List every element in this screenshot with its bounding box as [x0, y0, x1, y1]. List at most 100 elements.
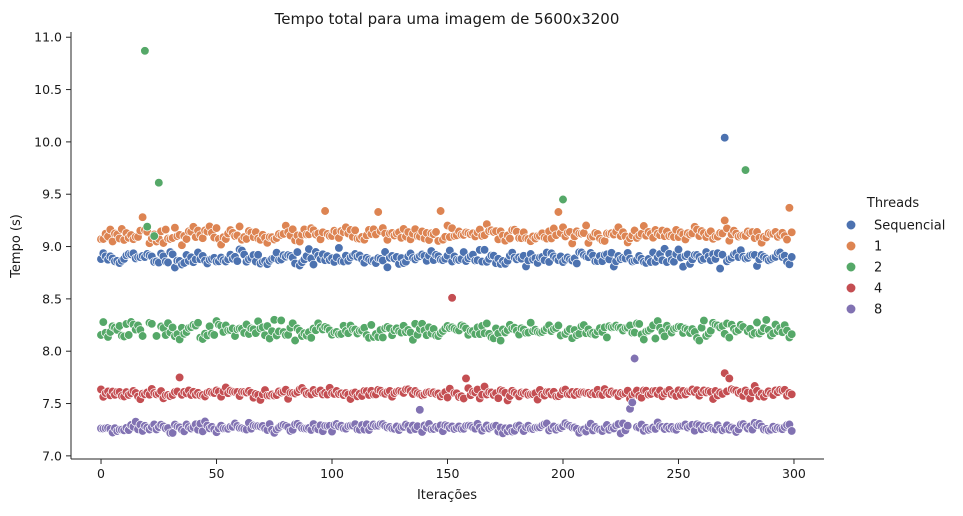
legend-label: Sequencial	[874, 219, 945, 234]
y-tick-label: 8.5	[42, 291, 62, 306]
data-point	[161, 224, 171, 235]
data-point	[292, 247, 303, 257]
data-point	[366, 320, 376, 330]
y-tick-label: 10.0	[34, 134, 62, 149]
data-point	[435, 206, 446, 216]
data-point	[276, 315, 286, 326]
data-point	[717, 250, 728, 260]
data-point	[761, 315, 771, 325]
x-axis-title: Iterações	[417, 488, 477, 503]
x-tick-label: 50	[209, 466, 225, 481]
legend-items: Sequencial 1 2 4 8	[845, 219, 945, 318]
data-point	[149, 231, 159, 241]
data-point	[673, 244, 684, 255]
data-point	[142, 222, 152, 232]
axes: 0 50 100 150 200 250 300 7.0 7.5 8.0 8.5 9.0 9.5 10.…	[34, 30, 824, 481]
data-point	[334, 243, 344, 253]
data-point	[459, 247, 469, 257]
data-point	[787, 389, 797, 399]
data-point	[350, 225, 360, 235]
y-tick-label: 7.5	[42, 396, 62, 411]
data-point	[553, 207, 564, 217]
data-point	[308, 259, 319, 270]
data-point	[558, 194, 568, 205]
data-point	[724, 332, 734, 343]
data-point	[627, 397, 637, 408]
data-point	[378, 332, 388, 343]
data-point	[782, 234, 792, 245]
series-4-points	[96, 293, 797, 406]
data-point	[650, 333, 661, 344]
data-point	[447, 293, 457, 303]
legend-label: 8	[874, 303, 882, 318]
data-point	[174, 372, 185, 383]
data-point	[787, 426, 797, 436]
x-tick-label: 100	[320, 466, 344, 481]
data-point	[694, 335, 704, 346]
x-tick-label: 300	[782, 466, 806, 481]
data-point	[784, 203, 795, 213]
data-point	[140, 46, 150, 56]
legend: Threads Sequencial 1 2 4 8	[845, 196, 945, 318]
data-point	[154, 178, 164, 188]
data-point	[482, 318, 492, 329]
data-point	[209, 330, 219, 340]
data-point	[442, 392, 453, 403]
data-point	[253, 250, 263, 260]
x-tick-label: 150	[436, 466, 460, 481]
series-1-points	[96, 133, 797, 274]
y-tick-label: 10.5	[34, 82, 62, 97]
data-point	[320, 206, 330, 216]
legend-marker	[845, 219, 857, 231]
x-tick-label: 0	[97, 466, 105, 481]
legend-label: 4	[874, 282, 882, 297]
y-tick-label: 7.0	[42, 448, 62, 463]
data-points	[96, 46, 797, 439]
data-point	[581, 220, 591, 231]
y-tick-label: 8.0	[42, 344, 62, 359]
y-tick-label: 9.0	[42, 239, 62, 254]
data-point	[629, 353, 640, 364]
data-point	[787, 329, 797, 339]
y-ticks: 7.0 7.5 8.0 8.5 9.0 9.5 10.0 10.5 11.0	[34, 30, 71, 463]
data-point	[431, 227, 441, 237]
y-tick-label: 11.0	[34, 30, 62, 45]
data-point	[163, 257, 173, 268]
legend-marker	[845, 282, 857, 294]
data-point	[373, 207, 383, 217]
data-point	[288, 224, 298, 234]
data-point	[98, 317, 108, 327]
data-point	[752, 317, 762, 328]
y-tick-label: 9.5	[42, 187, 62, 202]
data-point	[382, 262, 393, 272]
data-point	[505, 233, 515, 244]
data-point	[147, 319, 157, 329]
data-point	[137, 212, 148, 222]
data-point	[740, 165, 751, 175]
data-point	[232, 256, 242, 266]
data-point	[177, 240, 187, 250]
x-ticks: 0 50 100 150 200 250 300	[97, 459, 806, 481]
legend-marker	[845, 261, 857, 273]
data-point	[193, 318, 203, 328]
legend-label: 2	[874, 261, 882, 276]
data-point	[720, 133, 730, 143]
data-point	[699, 315, 709, 326]
data-point	[639, 334, 649, 345]
data-point	[211, 223, 222, 233]
data-point	[151, 331, 162, 341]
x-tick-label: 200	[551, 466, 575, 481]
chart-title: Tempo total para uma imagem de 5600x3200	[274, 10, 620, 28]
y-axis-title: Tempo (s)	[9, 214, 24, 279]
data-point	[623, 421, 633, 431]
data-point	[167, 322, 178, 333]
data-point	[167, 249, 178, 259]
legend-marker	[845, 240, 857, 252]
data-point	[553, 320, 564, 331]
legend-title: Threads	[866, 196, 919, 211]
series-5-points	[96, 353, 797, 439]
series-2-points	[96, 203, 797, 250]
data-point	[602, 332, 612, 343]
